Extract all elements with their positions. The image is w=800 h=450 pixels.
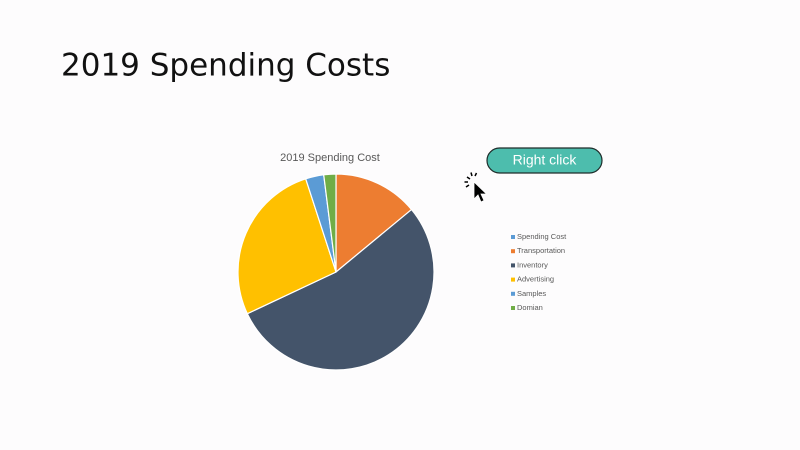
button-shape[interactable] xyxy=(486,147,603,174)
legend-marker xyxy=(511,249,515,254)
cursor xyxy=(464,172,488,203)
chart-title: 2019 Spending Cost xyxy=(280,152,380,164)
pie-slice xyxy=(335,173,413,274)
legend-marker xyxy=(511,235,515,239)
slide-title: 2019 Spending Costs xyxy=(61,48,390,84)
legend-label: Domian xyxy=(517,303,543,312)
button[interactable]: Right click xyxy=(486,147,603,174)
legend-label: Advertising xyxy=(517,275,554,284)
button-label[interactable]: Right click xyxy=(513,152,578,168)
legend-marker xyxy=(511,277,515,282)
pie-slice xyxy=(237,178,337,315)
legend-label: Inventory xyxy=(517,260,548,269)
legend-marker xyxy=(511,306,515,310)
pie-slice xyxy=(246,208,435,371)
legend-marker xyxy=(511,263,515,268)
legend-label: Transportation xyxy=(517,246,565,255)
legend-marker xyxy=(511,291,515,296)
click-indicator xyxy=(464,172,478,188)
legend-label: Samples xyxy=(517,289,546,298)
cursor-arrow xyxy=(473,181,488,203)
pie-slice xyxy=(323,173,337,273)
legend-label: Spending Cost xyxy=(517,232,567,241)
